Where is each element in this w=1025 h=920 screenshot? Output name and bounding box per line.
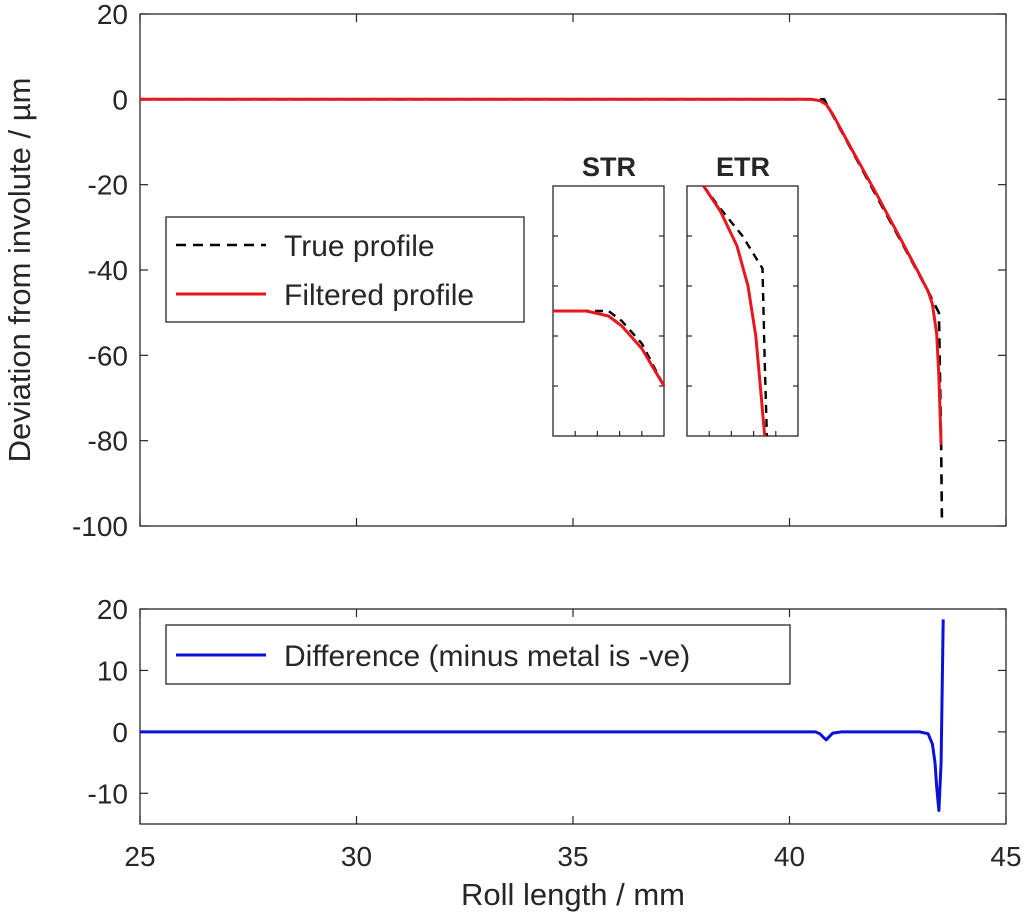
bottom-legend-box [165, 624, 791, 685]
ytick-label: -100 [72, 511, 128, 542]
xtick-label: 35 [557, 841, 588, 872]
ytick-label: -80 [88, 426, 128, 457]
xtick-label: 25 [124, 841, 155, 872]
bottom-plot-series [140, 619, 945, 812]
xtick-label: 40 [774, 841, 805, 872]
ytick-label: 20 [97, 0, 128, 30]
inset-etr: ETR [686, 152, 799, 437]
bottom-plot-ytick-labels: 20 10 0 -10 [88, 594, 128, 809]
top-legend-box [165, 216, 525, 323]
inset-etr-series [702, 185, 769, 437]
series-line-filtered-profile [140, 97, 943, 445]
legend-label-filtered-profile: Filtered profile [284, 279, 474, 312]
inset-filtered-profile-line [702, 185, 767, 437]
ytick-label: 10 [97, 655, 128, 686]
top-plot-ytick-labels: 20 0 -20 -40 -60 -80 -100 [72, 0, 128, 542]
top-plot: 20 0 -20 -40 -60 -80 -100 Deviation from invol… [2, 0, 1007, 542]
series-line-difference-minus-metal-is-ve [140, 619, 945, 812]
bottom-legend: Difference (minus metal is -ve) [165, 624, 791, 685]
ytick-label: 20 [97, 594, 128, 625]
top-plot-series [140, 97, 944, 518]
ytick-label: -20 [88, 170, 128, 201]
bottom-plot-xtick-labels: 25 30 35 40 45 [124, 841, 1021, 872]
bottom-plot-xlabel: Roll length / mm [461, 877, 685, 912]
ytick-label: -60 [88, 340, 128, 371]
ytick-label: -40 [88, 255, 128, 286]
inset-etr-title: ETR [716, 152, 770, 182]
bottom-plot: 20 10 0 -10 25 30 35 40 45 Roll length / mm Dif… [88, 594, 1022, 912]
top-plot-ticks [139, 13, 1007, 527]
xtick-label: 30 [341, 841, 372, 872]
legend-label-true-profile: True profile [284, 230, 435, 263]
ytick-label: 0 [112, 84, 128, 115]
inset-true-profile-line [702, 185, 769, 437]
legend-label-difference: Difference (minus metal is -ve) [284, 640, 690, 673]
top-legend: True profile Filtered profile [165, 216, 525, 323]
ytick-label: 0 [112, 717, 128, 748]
inset-str: STR [552, 152, 666, 437]
inset-true-profile-line [553, 309, 666, 387]
inset-filtered-profile-line [553, 309, 666, 387]
inset-str-ticks [553, 235, 664, 436]
xtick-label: 45 [990, 841, 1021, 872]
bottom-plot-ticks [139, 608, 1007, 824]
inset-etr-frame [686, 185, 799, 437]
inset-str-series [553, 309, 666, 387]
top-plot-ylabel: Deviation from involute / µm [2, 78, 37, 463]
ytick-label: -10 [88, 778, 128, 809]
inset-str-title: STR [582, 152, 636, 182]
inset-etr-ticks [687, 235, 798, 436]
